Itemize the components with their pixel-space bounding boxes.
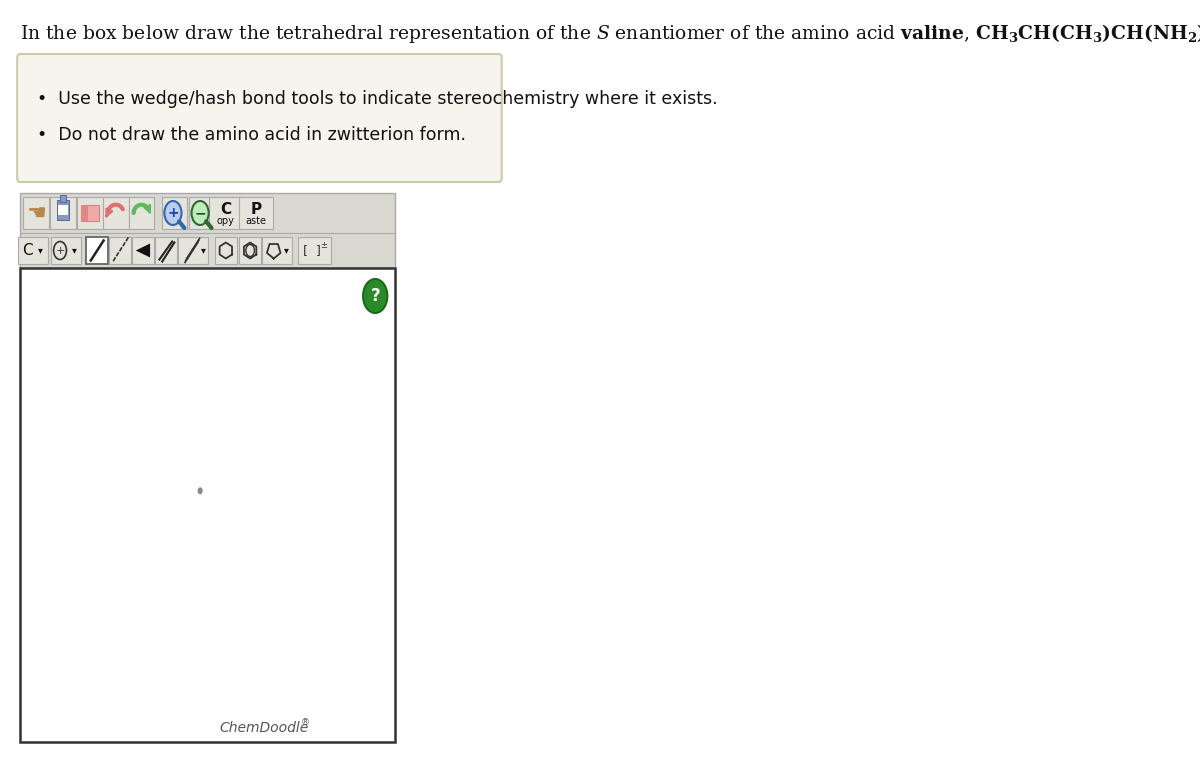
Bar xyxy=(188,197,215,229)
Bar xyxy=(23,197,48,229)
Bar xyxy=(178,237,208,264)
Text: P: P xyxy=(251,201,262,216)
Text: ChemDoodle: ChemDoodle xyxy=(220,721,308,735)
Text: •  Use the wedge/hash bond tools to indicate stereochemistry where it exists.: • Use the wedge/hash bond tools to indic… xyxy=(37,90,718,108)
Text: aste: aste xyxy=(245,216,266,226)
Bar xyxy=(77,197,103,229)
Text: ▾: ▾ xyxy=(72,245,77,255)
Text: In the box below draw the tetrahedral representation of the $\mathit{S}$ enantio: In the box below draw the tetrahedral re… xyxy=(20,22,1200,45)
Circle shape xyxy=(164,201,181,225)
Bar xyxy=(58,205,68,215)
Bar xyxy=(60,195,66,202)
Bar xyxy=(239,197,274,229)
Text: ?: ? xyxy=(371,287,380,305)
Bar xyxy=(209,197,242,229)
Bar xyxy=(18,237,48,264)
Bar xyxy=(109,237,131,264)
Bar xyxy=(58,200,68,220)
Bar xyxy=(20,268,395,742)
Text: +: + xyxy=(167,206,179,220)
Bar xyxy=(86,237,108,264)
Bar xyxy=(240,237,260,264)
Text: C: C xyxy=(23,243,34,258)
Bar xyxy=(50,197,76,229)
Bar xyxy=(50,237,80,264)
Circle shape xyxy=(198,487,203,495)
Text: •  Do not draw the amino acid in zwitterion form.: • Do not draw the amino acid in zwitteri… xyxy=(37,126,466,144)
Text: C: C xyxy=(221,201,232,216)
Bar xyxy=(155,237,176,264)
Text: ☚: ☚ xyxy=(25,204,46,224)
Text: [  ]: [ ] xyxy=(304,244,322,257)
Bar xyxy=(215,237,236,264)
Bar xyxy=(298,237,331,264)
Text: −: − xyxy=(194,206,206,220)
Bar xyxy=(20,193,395,268)
Text: ®: ® xyxy=(301,719,310,728)
Text: opy: opy xyxy=(217,216,235,226)
Bar xyxy=(162,197,187,229)
Polygon shape xyxy=(136,244,150,258)
FancyBboxPatch shape xyxy=(17,54,502,182)
Bar xyxy=(263,237,293,264)
Bar xyxy=(132,237,154,264)
Text: ▾: ▾ xyxy=(37,245,42,255)
Bar xyxy=(80,205,88,221)
Text: ▾: ▾ xyxy=(200,245,205,255)
Bar xyxy=(103,197,128,229)
Circle shape xyxy=(192,201,209,225)
Text: +: + xyxy=(55,245,65,255)
Text: ±: ± xyxy=(320,241,328,250)
Bar xyxy=(80,205,100,221)
Bar xyxy=(128,197,155,229)
Circle shape xyxy=(364,279,388,313)
Text: ▾: ▾ xyxy=(284,245,289,255)
